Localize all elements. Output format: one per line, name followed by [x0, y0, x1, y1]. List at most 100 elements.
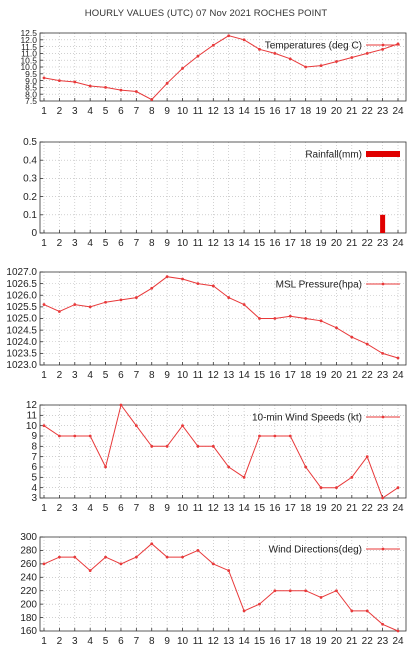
- x-tick-label: 3: [72, 370, 78, 381]
- data-point: [211, 562, 215, 566]
- data-point: [365, 342, 369, 346]
- x-tick-label: 9: [164, 370, 170, 381]
- data-point: [150, 98, 154, 102]
- y-tick-label: 12.0: [20, 35, 37, 45]
- data-point: [196, 54, 200, 58]
- data-point: [119, 562, 123, 566]
- y-tick-label: 8.5: [25, 83, 37, 93]
- data-point: [227, 296, 231, 299]
- x-tick-label: 4: [87, 636, 93, 647]
- x-tick-label: 8: [149, 503, 155, 514]
- data-point: [273, 434, 277, 438]
- x-tick-label: 24: [392, 370, 404, 381]
- y-tick-label: 1026.0: [6, 290, 37, 301]
- x-tick-label: 20: [331, 636, 343, 647]
- x-tick-label: 3: [72, 238, 78, 249]
- x-tick-label: 12: [208, 238, 220, 249]
- y-tick-label: 9.5: [25, 69, 37, 79]
- data-point: [57, 79, 61, 82]
- data-point: [165, 555, 169, 559]
- x-tick-label: 22: [362, 636, 374, 647]
- y-tick-label: 0.3: [23, 174, 37, 185]
- y-tick-label: 0.2: [23, 192, 37, 203]
- y-tick-label: 7.5: [25, 96, 37, 106]
- x-tick-label: 20: [331, 503, 343, 514]
- x-tick-label: 15: [254, 503, 266, 514]
- x-tick-label: 13: [223, 636, 235, 647]
- data-point: [134, 296, 138, 299]
- x-tick-label: 14: [239, 238, 251, 249]
- data-point: [104, 465, 107, 469]
- x-tick-label: 3: [72, 636, 78, 647]
- x-tick-label: 5: [103, 238, 109, 249]
- x-tick-label: 22: [362, 238, 374, 249]
- x-tick-label: 11: [193, 503, 204, 514]
- data-point: [381, 622, 385, 626]
- x-tick-label: 14: [239, 636, 251, 647]
- x-tick-label: 11: [193, 238, 204, 249]
- x-tick-label: 24: [392, 106, 404, 117]
- x-tick-label: 6: [118, 503, 124, 514]
- data-point: [335, 589, 338, 593]
- x-tick-label: 23: [377, 106, 389, 117]
- x-tick-label: 22: [362, 106, 374, 117]
- data-point: [42, 562, 46, 566]
- x-tick-label: 23: [377, 503, 389, 514]
- x-tick-label: 19: [315, 503, 327, 514]
- x-tick-label: 23: [377, 370, 389, 381]
- x-tick-label: 21: [346, 503, 358, 514]
- data-point: [150, 542, 154, 546]
- x-tick-label: 5: [103, 370, 109, 381]
- x-tick-label: 2: [57, 636, 63, 647]
- x-tick-label: 24: [392, 636, 404, 647]
- page-title: HOURLY VALUES (UTC) 07 Nov 2021 ROCHES P…: [84, 8, 328, 19]
- data-point: [335, 486, 338, 490]
- plot-frame: [39, 536, 407, 632]
- x-tick-label: 18: [300, 503, 312, 514]
- data-point: [181, 66, 184, 70]
- x-tick-label: 7: [134, 370, 140, 381]
- legend-label: Rainfall(mm): [305, 150, 362, 161]
- x-tick-label: 1: [41, 238, 47, 249]
- legend-label: Wind Directions(deg): [269, 545, 362, 556]
- data-point: [227, 465, 231, 469]
- data-point: [73, 434, 77, 438]
- data-point: [104, 86, 107, 89]
- x-tick-label: 2: [57, 503, 63, 514]
- data-point: [181, 424, 184, 428]
- x-tick-label: 23: [377, 238, 389, 249]
- series-line: [43, 543, 399, 632]
- x-tick-label: 19: [315, 106, 327, 117]
- data-point: [396, 629, 400, 633]
- data-point: [273, 317, 277, 320]
- x-tick-label: 20: [331, 238, 343, 249]
- x-tick-label: 3: [72, 503, 78, 514]
- data-point: [350, 335, 354, 339]
- data-point: [381, 496, 385, 500]
- x-tick-label: 13: [223, 238, 235, 249]
- x-tick-label: 7: [134, 636, 140, 647]
- x-tick-label: 8: [149, 636, 155, 647]
- data-point: [227, 34, 231, 38]
- x-tick-label: 10: [177, 636, 189, 647]
- y-tick-label: 280: [20, 546, 37, 557]
- data-point: [273, 52, 277, 55]
- legend-label: MSL Pressure(hpa): [276, 280, 362, 291]
- x-tick-label: 1: [41, 106, 47, 117]
- y-tick-label: 7: [31, 452, 37, 463]
- x-tick-label: 2: [57, 370, 63, 381]
- x-tick-label: 21: [346, 636, 358, 647]
- data-point: [181, 277, 184, 281]
- y-tick-label: 0.5: [23, 137, 37, 148]
- data-point: [119, 403, 123, 407]
- data-point: [288, 314, 292, 318]
- legend-swatch: [366, 151, 400, 157]
- data-point: [73, 80, 77, 84]
- y-tick-label: 1023.0: [6, 360, 37, 371]
- plot-frame: [39, 141, 407, 234]
- x-tick-label: 22: [362, 370, 374, 381]
- data-point: [396, 486, 400, 490]
- chart-2: 00.10.20.30.40.51 2 3 4 5 6 7 8 9 10 11 12 13 14 15 16 1…: [23, 137, 407, 249]
- data-point: [73, 555, 77, 559]
- data-point: [88, 569, 92, 572]
